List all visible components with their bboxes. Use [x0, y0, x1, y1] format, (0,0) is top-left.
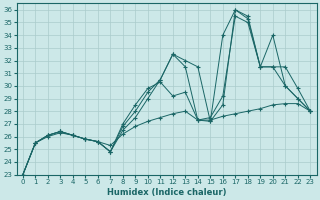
X-axis label: Humidex (Indice chaleur): Humidex (Indice chaleur) [107, 188, 226, 197]
